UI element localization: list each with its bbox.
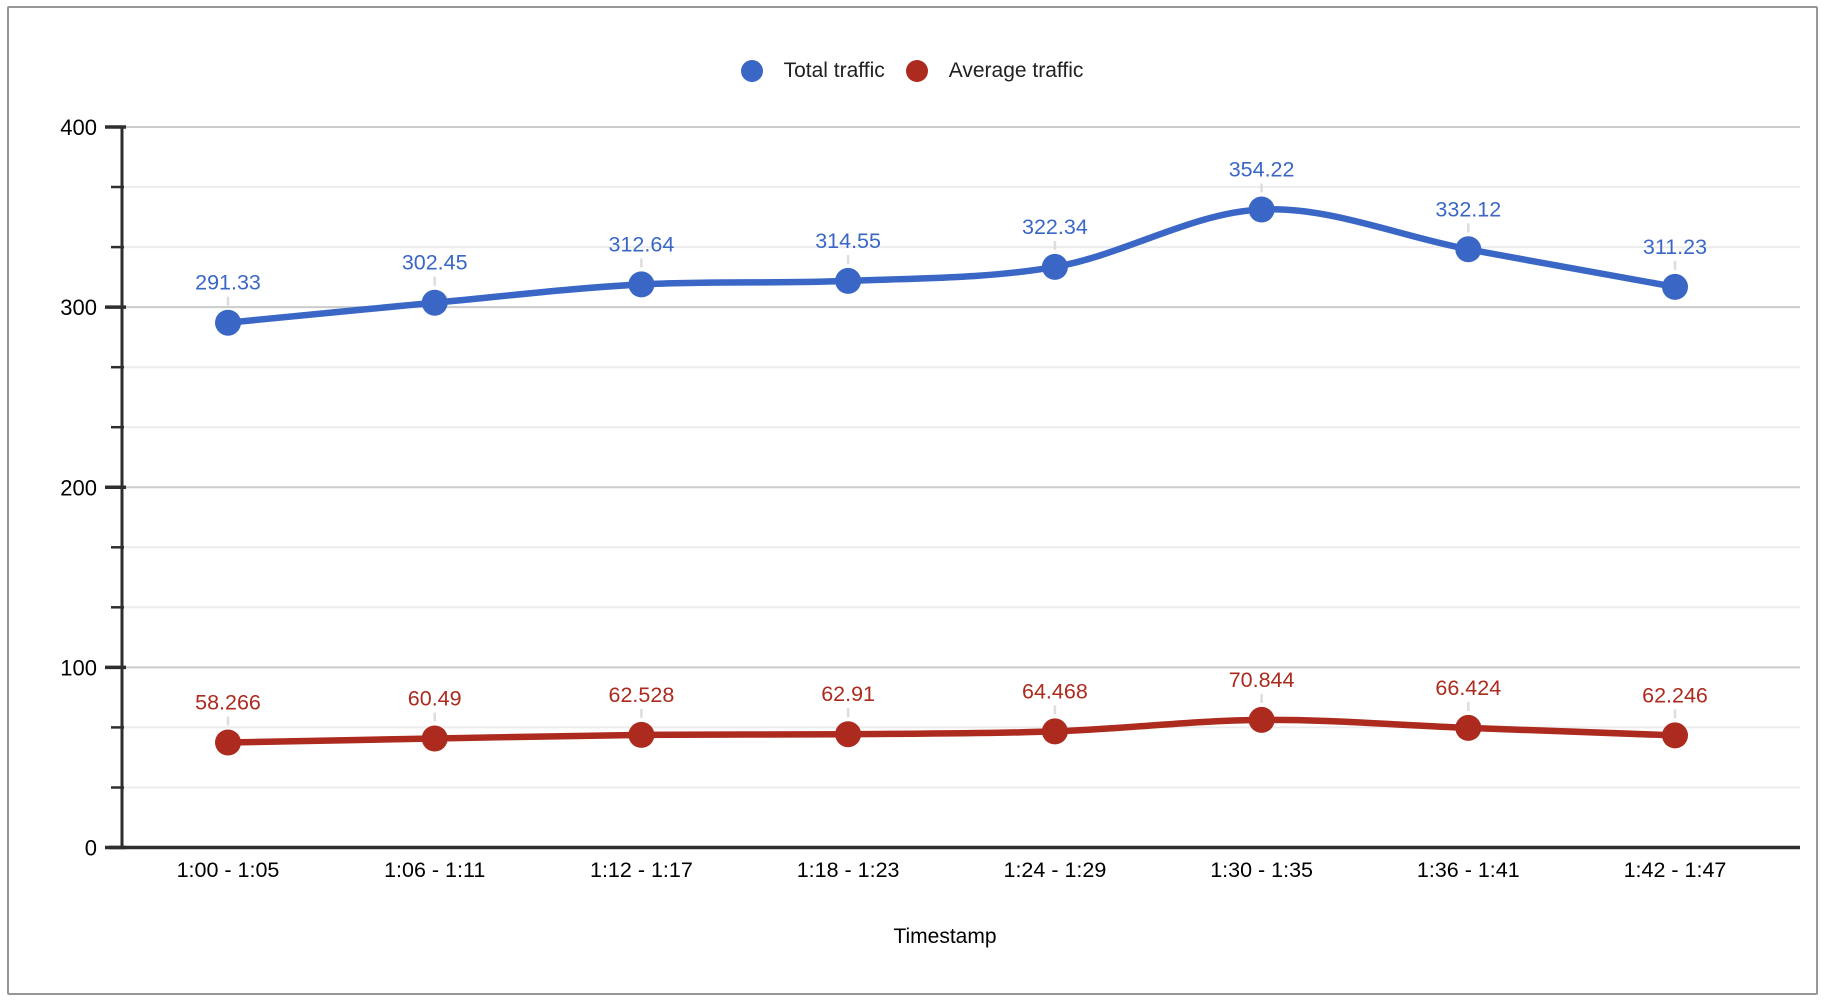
svg-text:60.49: 60.49 (408, 687, 462, 711)
svg-text:100: 100 (60, 655, 97, 680)
svg-text:0: 0 (85, 836, 97, 861)
legend-label-average-traffic: Average traffic (948, 59, 1084, 82)
svg-text:312.64: 312.64 (609, 232, 675, 256)
svg-text:62.91: 62.91 (821, 682, 875, 706)
svg-text:70.844: 70.844 (1229, 668, 1295, 692)
svg-text:1:18 - 1:23: 1:18 - 1:23 (797, 858, 900, 882)
svg-text:1:36 - 1:41: 1:36 - 1:41 (1417, 858, 1520, 882)
legend-label-total-traffic: Total traffic (783, 59, 885, 82)
svg-text:66.424: 66.424 (1435, 676, 1501, 700)
svg-text:302.45: 302.45 (402, 251, 468, 275)
svg-text:314.55: 314.55 (815, 229, 881, 253)
svg-text:1:24 - 1:29: 1:24 - 1:29 (1004, 858, 1107, 882)
svg-text:291.33: 291.33 (195, 271, 261, 295)
legend-marker-average-traffic-icon (905, 60, 928, 82)
svg-text:64.468: 64.468 (1022, 679, 1088, 703)
svg-text:200: 200 (60, 475, 97, 500)
legend-marker-total-traffic-icon (740, 60, 763, 82)
svg-text:62.246: 62.246 (1642, 683, 1708, 707)
svg-text:1:06 - 1:11: 1:06 - 1:11 (384, 858, 485, 882)
svg-text:322.34: 322.34 (1022, 215, 1088, 239)
legend-item-total-traffic: Total traffic (740, 59, 885, 83)
svg-text:332.12: 332.12 (1435, 197, 1501, 221)
svg-text:400: 400 (60, 115, 97, 140)
svg-text:1:30 - 1:35: 1:30 - 1:35 (1210, 858, 1313, 882)
svg-text:1:42 - 1:47: 1:42 - 1:47 (1624, 858, 1727, 882)
svg-text:58.266: 58.266 (195, 691, 261, 715)
legend-item-average-traffic: Average traffic (905, 59, 1084, 83)
svg-text:1:12 - 1:17: 1:12 - 1:17 (590, 858, 693, 882)
x-axis-title: Timestamp (893, 925, 997, 948)
chart-legend: Total traffic Average traffic (0, 59, 1824, 83)
svg-text:1:00 - 1:05: 1:00 - 1:05 (177, 858, 280, 882)
svg-text:62.528: 62.528 (609, 683, 675, 707)
svg-text:311.23: 311.23 (1643, 235, 1707, 259)
svg-text:354.22: 354.22 (1229, 158, 1295, 182)
svg-text:300: 300 (60, 295, 97, 320)
